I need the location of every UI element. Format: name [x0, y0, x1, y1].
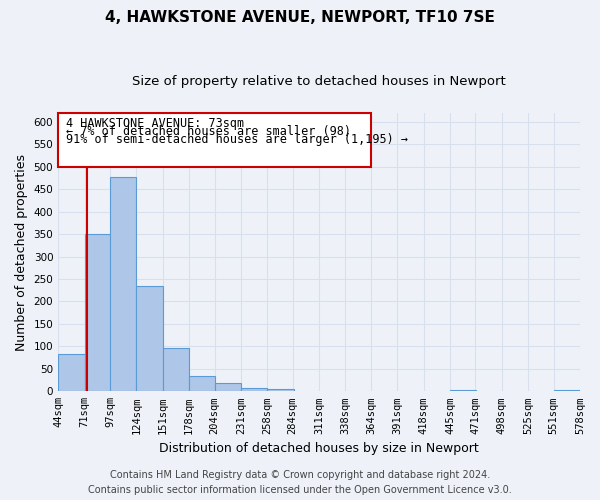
Bar [110, 176, 136, 392]
Text: ← 7% of detached houses are smaller (98): ← 7% of detached houses are smaller (98) [66, 126, 351, 138]
Text: 91% of semi-detached houses are larger (1,195) →: 91% of semi-detached houses are larger (… [66, 134, 408, 146]
Bar [85, 234, 111, 392]
Bar [241, 388, 267, 392]
Title: Size of property relative to detached houses in Newport: Size of property relative to detached ho… [132, 75, 506, 88]
Bar [554, 390, 580, 392]
Text: Contains HM Land Registry data © Crown copyright and database right 2024.
Contai: Contains HM Land Registry data © Crown c… [88, 470, 512, 495]
Text: 4 HAWKSTONE AVENUE: 73sqm: 4 HAWKSTONE AVENUE: 73sqm [66, 118, 244, 130]
Bar [58, 354, 85, 392]
Bar [58, 113, 371, 166]
Bar [189, 376, 215, 392]
Y-axis label: Number of detached properties: Number of detached properties [15, 154, 28, 350]
Bar [215, 383, 241, 392]
Bar [163, 348, 189, 392]
Bar [267, 389, 293, 392]
Bar [450, 390, 476, 392]
Bar [136, 286, 163, 392]
Text: 4, HAWKSTONE AVENUE, NEWPORT, TF10 7SE: 4, HAWKSTONE AVENUE, NEWPORT, TF10 7SE [105, 10, 495, 25]
X-axis label: Distribution of detached houses by size in Newport: Distribution of detached houses by size … [159, 442, 479, 455]
